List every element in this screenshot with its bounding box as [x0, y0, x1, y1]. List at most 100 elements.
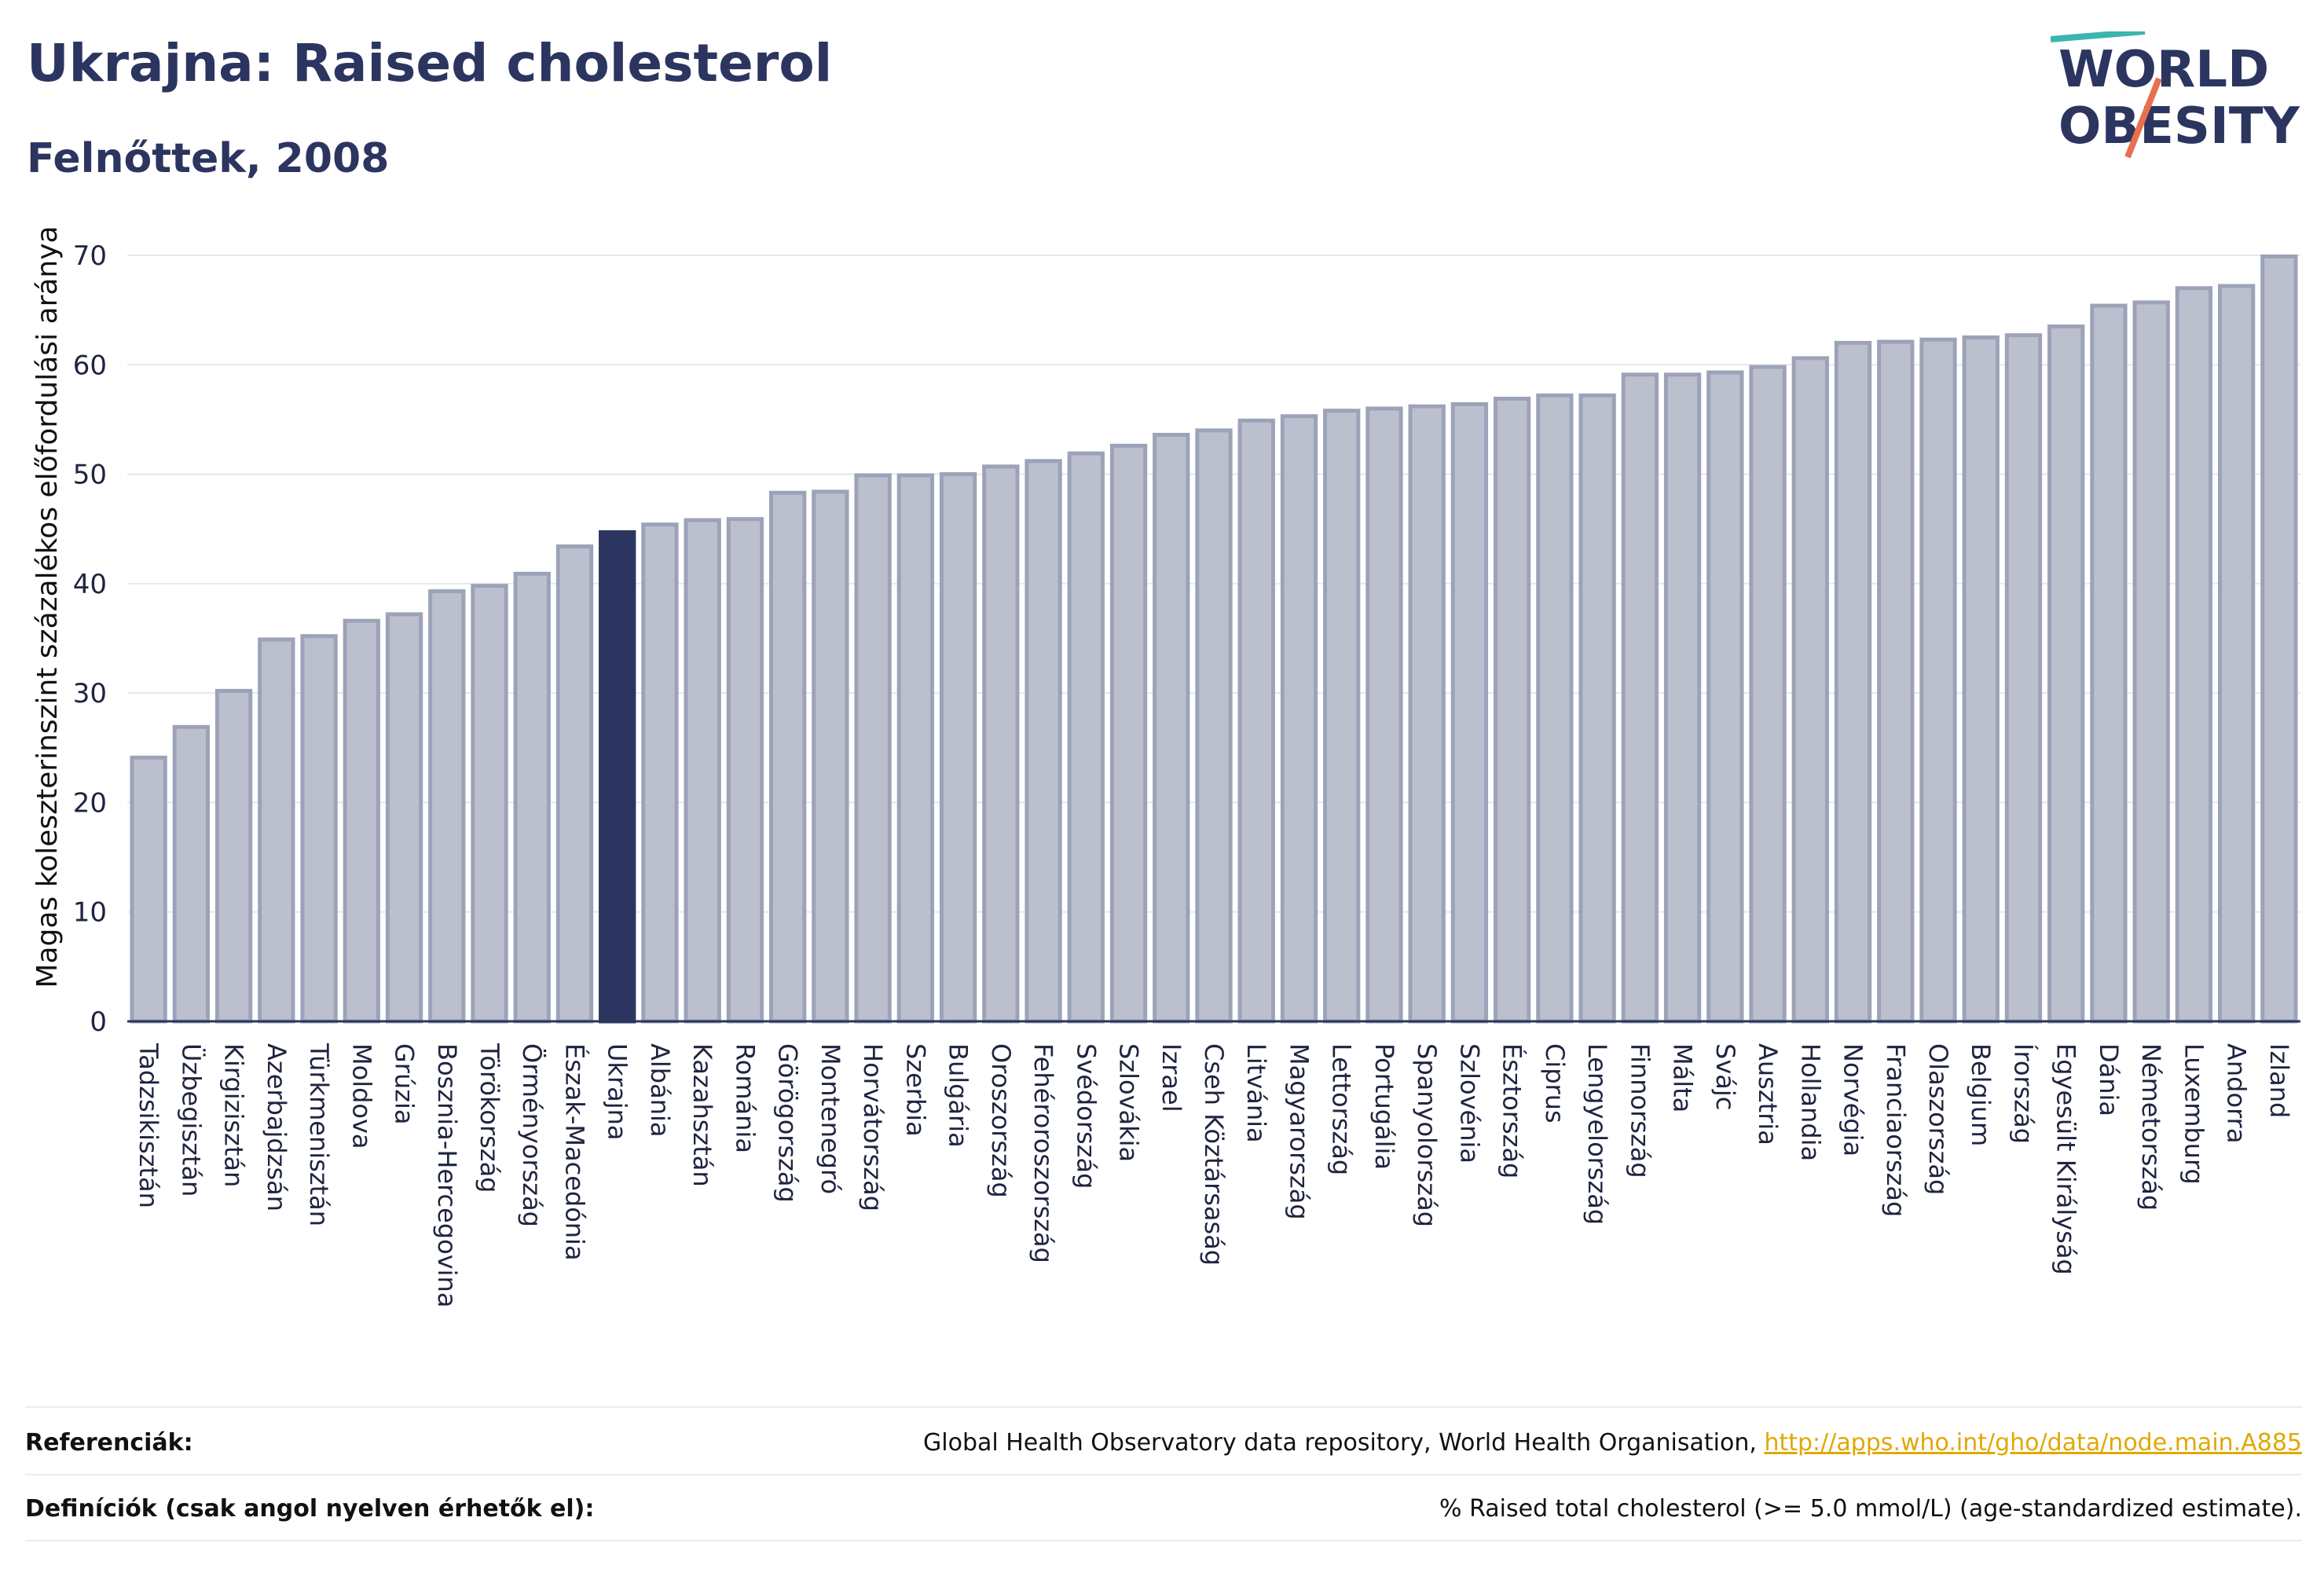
- bar: [1280, 414, 1318, 1024]
- x-tick-label: Azerbajdzsán: [262, 1043, 291, 1211]
- bar: [1450, 401, 1489, 1024]
- bar: [172, 724, 211, 1024]
- y-tick-label: 40: [73, 569, 107, 600]
- x-tick-label: Albánia: [645, 1043, 675, 1137]
- x-tick-label: Finnország: [1625, 1043, 1655, 1178]
- bar: [641, 522, 679, 1024]
- bar: [896, 473, 935, 1024]
- x-tick-label: Izrael: [1157, 1043, 1186, 1112]
- x-tick-label: Törökország: [475, 1043, 504, 1193]
- bar: [812, 489, 849, 1024]
- page-title: Ukrajna: Raised cholesterol: [27, 33, 833, 93]
- bar: [300, 634, 338, 1024]
- divider: [25, 1406, 2302, 1408]
- x-tick-label: Portugália: [1369, 1043, 1399, 1170]
- svg-text:OBESITY: OBESITY: [2058, 97, 2300, 156]
- x-tick-label: Egyesült Királyság: [2051, 1043, 2081, 1275]
- definitions-text: % Raised total cholesterol (>= 5.0 mmol/…: [1439, 1494, 2302, 1523]
- bar: [1621, 372, 1659, 1024]
- bar: [343, 618, 380, 1024]
- bar: [1493, 396, 1531, 1024]
- x-tick-label: Magyarország: [1284, 1043, 1314, 1220]
- y-tick-label: 60: [73, 350, 107, 381]
- x-tick-label: Észak-Macedónia: [559, 1043, 589, 1261]
- divider: [25, 1540, 2302, 1541]
- x-tick-label: Görögország: [773, 1043, 803, 1203]
- x-tick-label: Ukrajna: [603, 1043, 632, 1141]
- bar: [2260, 254, 2298, 1024]
- x-tick-label: Izland: [2264, 1043, 2294, 1118]
- bar: [726, 517, 764, 1024]
- bar: [1791, 356, 1829, 1024]
- bar: [513, 571, 551, 1024]
- x-tick-label: Belgium: [1966, 1043, 1996, 1146]
- bar: [982, 464, 1020, 1024]
- y-tick-label: 20: [73, 787, 107, 819]
- bar: [258, 637, 295, 1024]
- x-tick-label: Montenegró: [816, 1043, 845, 1194]
- bar: [2004, 333, 2043, 1024]
- bar: [1578, 393, 1616, 1024]
- bar: [1663, 372, 1702, 1024]
- x-tick-label: Horvátország: [858, 1043, 888, 1211]
- x-tick-label: Litvánia: [1241, 1043, 1271, 1143]
- bar: [1323, 409, 1361, 1024]
- x-tick-label: Ausztria: [1753, 1043, 1783, 1145]
- references-value: Global Health Observatory data repositor…: [923, 1429, 2302, 1457]
- y-axis-label: Magas koleszterinszint százalékos előfor…: [31, 225, 64, 988]
- x-tick-label: Lengyelország: [1582, 1043, 1612, 1225]
- bar: [2047, 324, 2085, 1024]
- x-tick-label: Ciprus: [1540, 1043, 1570, 1123]
- y-tick-label: 0: [90, 1006, 107, 1038]
- definitions-label: Definíciók (csak angol nyelven érhetők e…: [25, 1494, 595, 1523]
- x-tick-label: Moldova: [346, 1043, 376, 1149]
- x-tick-label: Grúzia: [390, 1043, 420, 1125]
- x-tick-label: Fehéroroszország: [1028, 1043, 1058, 1263]
- x-tick-label: Oroszország: [986, 1043, 1016, 1198]
- x-tick-label: Spanyolország: [1412, 1043, 1442, 1227]
- bar: [385, 612, 423, 1024]
- bar: [1195, 428, 1233, 1024]
- x-tick-label: Románia: [730, 1043, 760, 1153]
- x-tick-label: Tadzsikisztán: [134, 1043, 163, 1208]
- bar: [2090, 303, 2128, 1024]
- x-tick-label: Szerbia: [900, 1043, 930, 1137]
- references-row: Referenciák: Global Health Observatory d…: [25, 1409, 2302, 1475]
- x-tick-label: Észtország: [1497, 1043, 1527, 1178]
- x-tick-label: Írország: [2008, 1043, 2038, 1144]
- x-tick-label: Dánia: [2094, 1043, 2124, 1116]
- y-tick-label: 70: [73, 240, 107, 272]
- bar: [1237, 418, 1275, 1024]
- bar: [2175, 286, 2213, 1024]
- x-tick-label: Bosznia-Hercegovina: [432, 1043, 462, 1307]
- y-tick-label: 30: [73, 678, 107, 709]
- bar: [854, 473, 892, 1024]
- bar: [1025, 459, 1062, 1024]
- x-tick-label: Cseh Köztársaság: [1199, 1043, 1229, 1266]
- references-label: Referenciák:: [25, 1428, 193, 1457]
- references-text: Global Health Observatory data repositor…: [923, 1428, 1765, 1457]
- x-tick-label: Olaszország: [1923, 1043, 1953, 1195]
- x-tick-label: Örményország: [517, 1043, 547, 1227]
- bar: [1834, 340, 1872, 1024]
- bar: [599, 530, 636, 1024]
- bar: [1408, 404, 1446, 1024]
- y-tick-label: 50: [73, 460, 107, 491]
- svg-text:WORLD: WORLD: [2058, 41, 2269, 99]
- x-tick-label: Luxemburg: [2179, 1043, 2209, 1185]
- x-tick-label: Franciaország: [1881, 1043, 1911, 1217]
- x-tick-label: Szlovénia: [1454, 1043, 1484, 1164]
- bar: [1706, 370, 1744, 1024]
- bar: [1749, 365, 1787, 1024]
- x-tick-label: Németország: [2136, 1043, 2166, 1211]
- bar: [1536, 393, 1574, 1024]
- x-tick-label: Norvégia: [1838, 1043, 1868, 1156]
- x-tick-label: Kazahsztán: [687, 1043, 717, 1187]
- y-tick-label: 10: [73, 897, 107, 929]
- bar: [1067, 451, 1105, 1024]
- references-link[interactable]: http://apps.who.int/gho/data/node.main.A…: [1764, 1428, 2302, 1457]
- x-tick-label: Kirgizisztán: [219, 1043, 249, 1187]
- bar: [1365, 406, 1403, 1024]
- x-tick-label: Bulgária: [944, 1043, 973, 1148]
- x-tick-label: Svédország: [1071, 1043, 1101, 1189]
